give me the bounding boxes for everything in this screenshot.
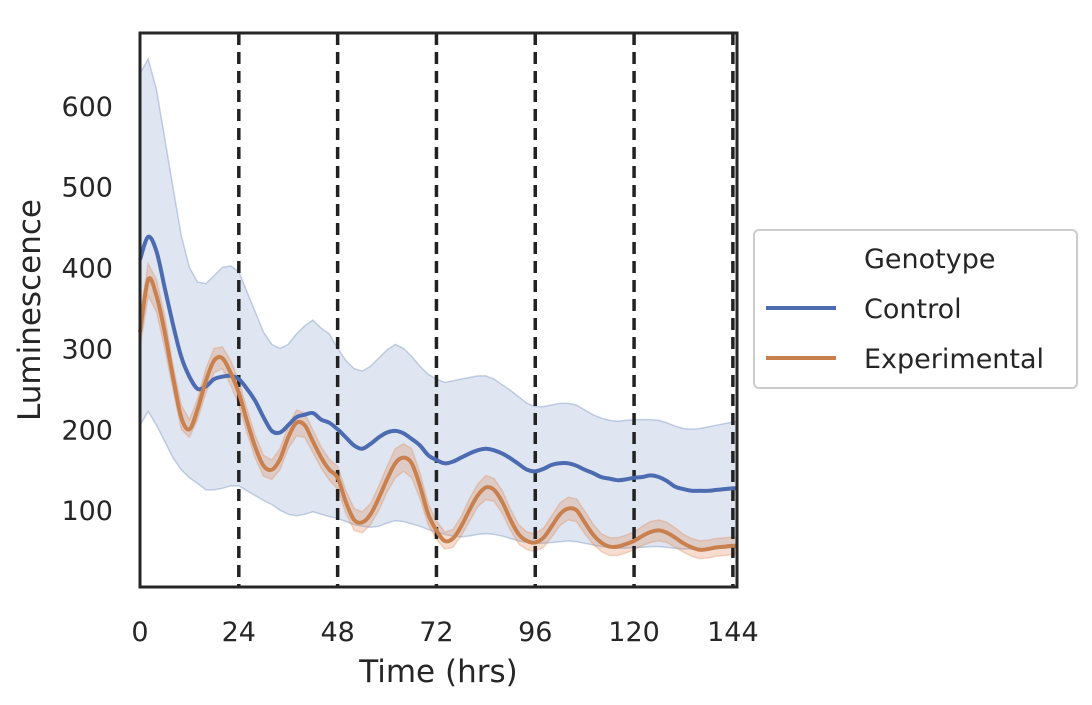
y-tick-label: 400 bbox=[61, 254, 113, 285]
legend: Genotype Control Experimental bbox=[753, 229, 1078, 389]
day-marker-lines bbox=[237, 33, 735, 587]
y-tick-label: 100 bbox=[61, 496, 113, 527]
x-tick-label: 0 bbox=[131, 617, 148, 648]
x-tick-label: 24 bbox=[222, 617, 256, 648]
y-axis-ticks: 100 200 300 400 500 600 bbox=[61, 92, 113, 527]
x-tick-label: 144 bbox=[707, 617, 759, 648]
series-line-experimental bbox=[138, 276, 738, 552]
x-tick-label: 120 bbox=[608, 617, 660, 648]
legend-title: Genotype bbox=[864, 244, 995, 275]
plot-frame bbox=[138, 31, 739, 589]
y-tick-label: 300 bbox=[61, 334, 113, 365]
legend-box bbox=[753, 229, 1078, 389]
series-line-control bbox=[138, 234, 738, 493]
x-tick-label: 48 bbox=[320, 617, 354, 648]
legend-label-control: Control bbox=[864, 294, 962, 325]
series-lines bbox=[138, 234, 738, 552]
x-tick-label: 96 bbox=[518, 617, 552, 648]
y-tick-label: 200 bbox=[61, 415, 113, 446]
legend-label-experimental: Experimental bbox=[864, 344, 1044, 375]
y-axis-label: Luminescence bbox=[12, 199, 48, 421]
x-tick-label: 72 bbox=[419, 617, 453, 648]
x-axis-label: Time (hrs) bbox=[358, 654, 517, 690]
x-axis-ticks: 0 24 48 72 96 120 144 bbox=[131, 617, 758, 648]
confidence-bands bbox=[139, 56, 738, 560]
y-tick-label: 500 bbox=[61, 173, 113, 204]
y-tick-label: 600 bbox=[61, 92, 113, 123]
